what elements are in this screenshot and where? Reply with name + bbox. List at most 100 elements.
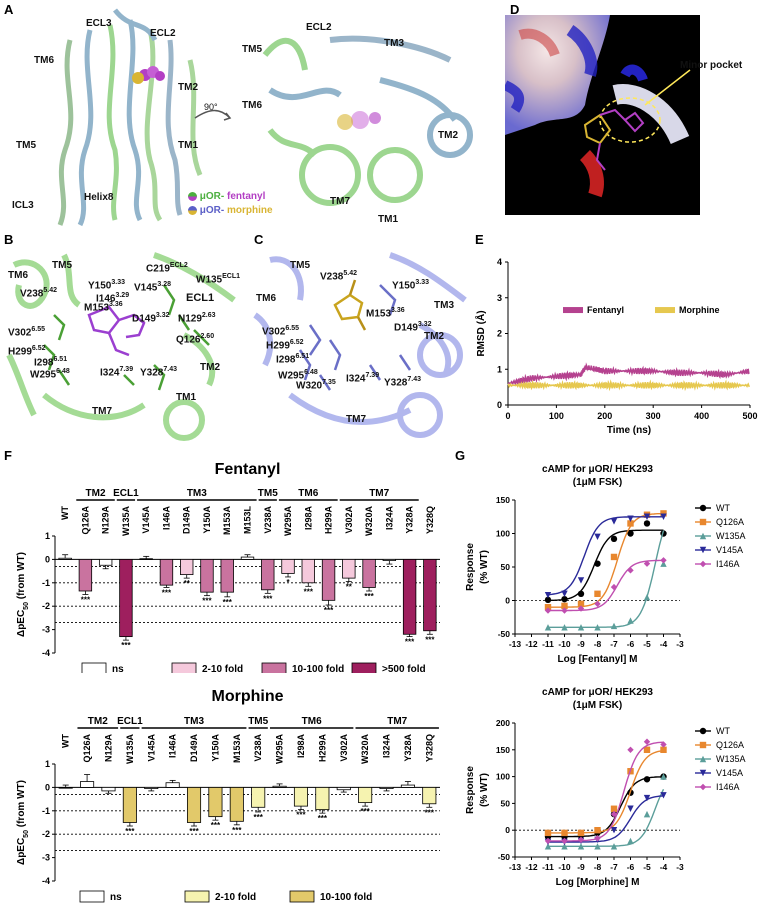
g1-point bbox=[627, 515, 634, 522]
g1-y-tick-label: -50 bbox=[498, 629, 511, 639]
f2-legend-swatch bbox=[79, 890, 105, 903]
g1-point bbox=[594, 600, 601, 608]
f2-y-tick-label: -4 bbox=[42, 876, 50, 886]
label-r-tm1: TM1 bbox=[378, 214, 398, 225]
f2-significance: *** bbox=[211, 821, 221, 830]
f1-bar bbox=[98, 559, 113, 566]
g1-point bbox=[610, 553, 618, 561]
f2-title: Morphine bbox=[212, 688, 284, 705]
f1-category-label: WT bbox=[60, 506, 70, 520]
e-x-axis-label: Time (ns) bbox=[607, 425, 651, 436]
panel-f-morphine-chart: Morphine TM2 ECL1 TM3 TM5 TM6 TM7 WT Q126A N129A W… bbox=[16, 688, 440, 903]
g1-x-tick-label: -11 bbox=[542, 639, 554, 649]
c-v238-name: V238 bbox=[320, 271, 344, 283]
f1-group-label: TM5 bbox=[258, 488, 278, 499]
f1-legend-swatch bbox=[81, 662, 107, 673]
c-d149-name: D149 bbox=[394, 322, 418, 334]
c-tm5: TM5 bbox=[290, 260, 310, 271]
g1-y-tick-label: 150 bbox=[496, 495, 510, 505]
g1-y-tick-label: 100 bbox=[496, 529, 510, 539]
g2-fit-curve bbox=[548, 741, 664, 842]
g1-point bbox=[699, 504, 707, 512]
f1-group-label: TM7 bbox=[369, 488, 389, 499]
f2-category-label: D149A bbox=[189, 734, 199, 763]
f2-category-label: I298A bbox=[296, 734, 306, 759]
f2-bar bbox=[379, 787, 394, 789]
g1-point bbox=[627, 530, 634, 537]
g2-point bbox=[643, 738, 651, 745]
f1-significance: ** bbox=[184, 579, 191, 588]
f2-legend-label: 2-10 fold bbox=[215, 892, 256, 903]
g1-x-tick-label: -8 bbox=[594, 639, 602, 649]
panel-d-surface bbox=[505, 15, 700, 215]
f1-group-label: TM6 bbox=[298, 488, 318, 499]
f1-legend-label: 10-100 fold bbox=[292, 664, 344, 673]
f2-category-label: V238A bbox=[253, 734, 263, 762]
f1-significance: *** bbox=[304, 587, 314, 596]
g1-point bbox=[660, 510, 667, 517]
g2-y-tick-label: 200 bbox=[496, 718, 510, 728]
g1-y-axis-label-1: Response bbox=[465, 543, 476, 591]
e-legend-label: Morphine bbox=[679, 305, 720, 315]
f1-bar bbox=[159, 559, 174, 586]
b-v238-name: V238 bbox=[20, 288, 44, 300]
b-i324-num: 7.39 bbox=[119, 366, 134, 373]
panel-f-fentanyl-chart: Fentanyl TM2 ECL1 TM3 TM5 TM6 TM7 WT Q126A N129A W… bbox=[16, 461, 440, 673]
label-tm2: TM2 bbox=[178, 82, 198, 93]
rotation-label: 90° bbox=[204, 102, 218, 112]
f2-legend-label: ns bbox=[110, 892, 122, 903]
f2-y-tick-label: -3 bbox=[42, 853, 50, 863]
f1-bar bbox=[402, 559, 417, 635]
g1-point bbox=[577, 577, 585, 584]
g2-x-tick-label: -5 bbox=[643, 862, 651, 872]
f2-group-label: TM3 bbox=[184, 716, 204, 727]
c-w320-num: 7.35 bbox=[322, 379, 336, 386]
panel-g-fentanyl-chart: cAMP for μOR/ HEK293 (1μM FSK) -13 -12 -11 -1… bbox=[465, 464, 746, 665]
b-h299-num: 6.52 bbox=[31, 345, 46, 352]
panel-c-illustration bbox=[253, 252, 467, 438]
b-m153-name: M153 bbox=[84, 302, 110, 314]
f1-category-label: I298A bbox=[303, 506, 313, 531]
g1-x-tick-label: -6 bbox=[627, 639, 635, 649]
g1-point bbox=[699, 532, 707, 540]
legend-swatch-morphine bbox=[188, 205, 197, 215]
b-w135: W135ECL1 bbox=[196, 273, 240, 285]
g2-x-tick-label: -11 bbox=[542, 862, 554, 872]
g1-point bbox=[643, 593, 651, 601]
g1-point bbox=[594, 624, 601, 631]
g2-y-tick-label: 150 bbox=[496, 745, 510, 755]
c-y150-num: 3.33 bbox=[415, 279, 429, 286]
c-tm6: TM6 bbox=[256, 293, 276, 304]
c-y328-num: 7.43 bbox=[407, 376, 421, 383]
g2-title-line2: (1μM FSK) bbox=[573, 700, 622, 711]
f2-category-label: Y328A bbox=[403, 734, 413, 762]
g2-point bbox=[660, 741, 667, 748]
g1-point bbox=[561, 602, 568, 610]
b-v145: V1453.28 bbox=[134, 281, 171, 293]
f2-category-label: Y150A bbox=[210, 734, 220, 762]
f1-significance: *** bbox=[263, 594, 273, 603]
f2-category-label: W320A bbox=[360, 734, 370, 765]
b-tm5: TM5 bbox=[52, 260, 72, 271]
panel-a-illustration bbox=[57, 8, 473, 227]
b-i324: I3247.39 bbox=[100, 366, 133, 378]
b-v145-num: 3.28 bbox=[157, 281, 171, 288]
label-r-tm2: TM2 bbox=[438, 130, 458, 141]
c-i324-name: I324 bbox=[346, 373, 366, 385]
f1-bar bbox=[301, 559, 315, 584]
f2-legend-label: 10-100 fold bbox=[320, 892, 372, 903]
g1-point bbox=[627, 567, 634, 574]
b-c219-num: ECL2 bbox=[169, 262, 188, 269]
f1-significance: *** bbox=[324, 606, 334, 615]
f1-legend-swatch bbox=[171, 662, 197, 673]
label-ecl3: ECL3 bbox=[86, 18, 112, 29]
g2-point bbox=[699, 783, 707, 791]
g2-x-tick-label: -3 bbox=[676, 862, 684, 872]
f2-category-label: W135A bbox=[125, 734, 135, 765]
f2-category-label: WT bbox=[61, 734, 71, 748]
b-n129-name: N129 bbox=[178, 313, 202, 325]
f2-category-label: I324A bbox=[382, 734, 392, 759]
f2-y-tick-label: 0 bbox=[45, 782, 50, 792]
c-w320: W3207.35 bbox=[296, 379, 336, 391]
f1-significance: *** bbox=[405, 638, 415, 647]
